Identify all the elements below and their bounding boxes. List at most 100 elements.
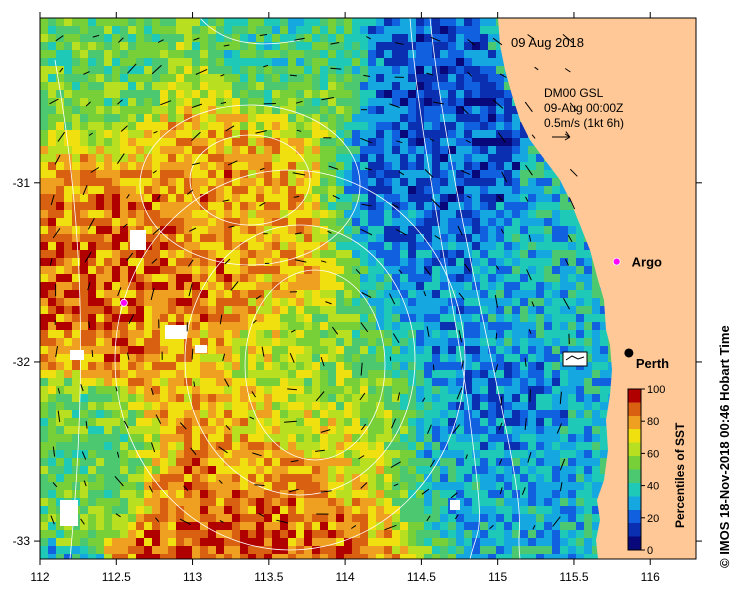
sst-cell	[304, 226, 312, 234]
sst-cell	[408, 74, 416, 82]
sst-cell	[56, 482, 64, 490]
sst-cell	[216, 202, 224, 210]
sst-cell	[496, 346, 504, 354]
sst-cell	[112, 362, 120, 370]
sst-cell	[464, 234, 472, 242]
sst-cell	[232, 266, 240, 274]
sst-cell	[584, 402, 592, 410]
sst-cell	[528, 546, 536, 554]
sst-cell	[88, 554, 96, 559]
sst-cell	[104, 258, 112, 266]
sst-cell	[280, 282, 288, 290]
sst-cell	[384, 370, 392, 378]
sst-cell	[72, 178, 80, 186]
sst-cell	[88, 466, 96, 474]
no-data-patch	[165, 325, 187, 339]
sst-cell	[456, 394, 464, 402]
sst-cell	[328, 154, 336, 162]
sst-cell	[536, 474, 544, 482]
sst-cell	[288, 330, 296, 338]
sst-cell	[400, 114, 408, 122]
sst-cell	[248, 522, 256, 530]
sst-cell	[456, 282, 464, 290]
sst-cell	[488, 170, 496, 178]
sst-cell	[568, 234, 576, 242]
sst-cell	[480, 106, 488, 114]
sst-cell	[184, 154, 192, 162]
sst-cell	[552, 362, 560, 370]
sst-cell	[528, 162, 536, 170]
sst-cell	[304, 418, 312, 426]
sst-cell	[296, 378, 304, 386]
sst-cell	[408, 306, 416, 314]
sst-cell	[72, 42, 80, 50]
sst-cell	[560, 194, 568, 202]
sst-cell	[304, 42, 312, 50]
sst-cell	[272, 90, 280, 98]
sst-cell	[304, 162, 312, 170]
sst-cell	[144, 34, 152, 42]
sst-cell	[344, 466, 352, 474]
sst-cell	[128, 42, 136, 50]
sst-cell	[144, 370, 152, 378]
sst-cell	[56, 146, 64, 154]
sst-cell	[528, 410, 536, 418]
sst-cell	[464, 66, 472, 74]
sst-cell	[480, 82, 488, 90]
sst-cell	[392, 434, 400, 442]
sst-cell	[368, 202, 376, 210]
sst-cell	[336, 418, 344, 426]
sst-cell	[40, 346, 48, 354]
sst-cell	[144, 354, 152, 362]
sst-cell	[256, 522, 264, 530]
sst-cell	[232, 154, 240, 162]
sst-cell	[416, 18, 424, 26]
sst-cell	[456, 154, 464, 162]
current-vector	[527, 34, 535, 40]
sst-cell	[184, 546, 192, 554]
sst-cell	[200, 226, 208, 234]
sst-cell	[128, 114, 136, 122]
sst-cell	[208, 298, 216, 306]
sst-cell	[248, 354, 256, 362]
sst-cell	[168, 186, 176, 194]
sst-cell	[64, 290, 72, 298]
sst-cell	[208, 338, 216, 346]
sst-cell	[88, 74, 96, 82]
sst-cell	[376, 290, 384, 298]
sst-cell	[552, 418, 560, 426]
sst-cell	[304, 402, 312, 410]
sst-cell	[56, 186, 64, 194]
sst-cell	[80, 330, 88, 338]
sst-cell	[344, 258, 352, 266]
streamline	[189, 134, 311, 226]
sst-cell	[216, 554, 224, 559]
sst-cell	[304, 498, 312, 506]
sst-cell	[544, 450, 552, 458]
sst-cell	[328, 402, 336, 410]
sst-cell	[216, 306, 224, 314]
sst-cell	[328, 546, 336, 554]
sst-cell	[48, 258, 56, 266]
sst-cell	[320, 506, 328, 514]
sst-cell	[304, 194, 312, 202]
sst-cell	[568, 466, 576, 474]
sst-cell	[280, 370, 288, 378]
sst-cell	[200, 66, 208, 74]
sst-cell	[560, 242, 568, 250]
sst-cell	[184, 226, 192, 234]
sst-cell	[72, 26, 80, 34]
sst-cell	[320, 290, 328, 298]
sst-cell	[360, 74, 368, 82]
sst-cell	[408, 322, 416, 330]
sst-cell	[152, 170, 160, 178]
sst-cell	[72, 266, 80, 274]
sst-cell	[296, 442, 304, 450]
sst-cell	[56, 226, 64, 234]
sst-cell	[136, 194, 144, 202]
sst-cell	[120, 434, 128, 442]
sst-cell	[584, 394, 592, 402]
sst-cell	[352, 338, 360, 346]
sst-cell	[472, 538, 480, 546]
sst-cell	[80, 410, 88, 418]
